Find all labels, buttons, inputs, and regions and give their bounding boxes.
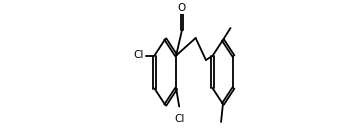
Text: O: O xyxy=(178,3,186,13)
Text: Cl: Cl xyxy=(175,115,185,124)
Text: Cl: Cl xyxy=(134,51,144,60)
